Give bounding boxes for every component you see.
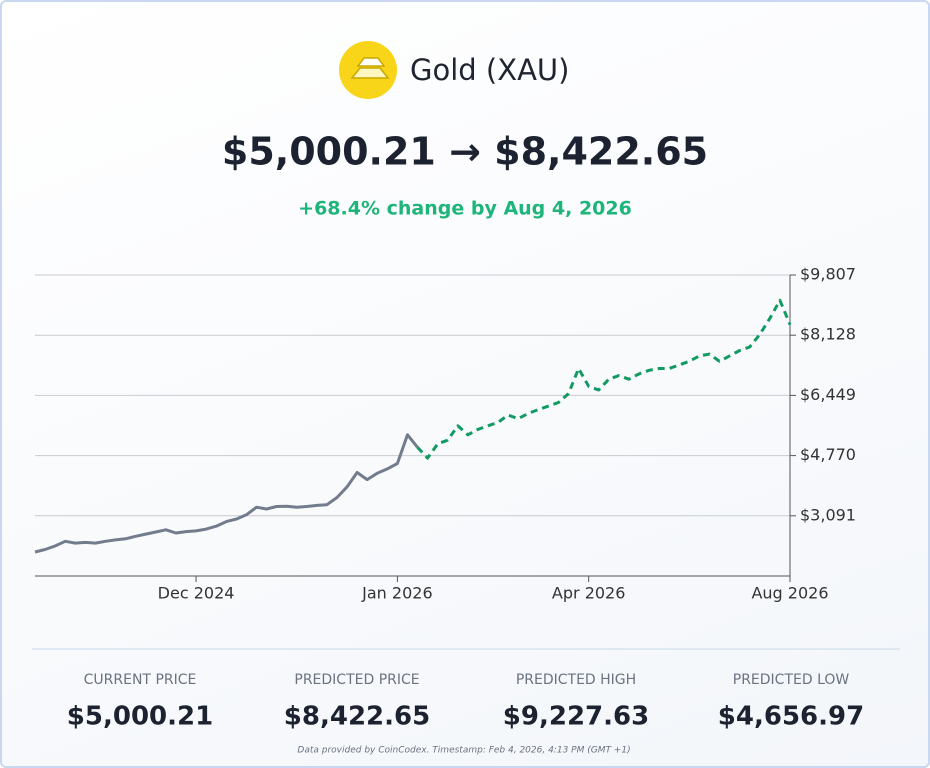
stat-label: PREDICTED PRICE [294, 672, 419, 688]
x-tick-label: Dec 2024 [158, 584, 235, 603]
title: Gold (XAU) [410, 53, 569, 87]
stat-value: $8,422.65 [284, 702, 430, 732]
gold-bar [356, 57, 386, 67]
gold-bar [350, 67, 390, 79]
y-tick-label: $4,770 [800, 445, 856, 464]
x-tick-label: Apr 2026 [552, 584, 625, 603]
y-tick-label: $6,449 [800, 385, 856, 404]
stat-value: $9,227.63 [503, 702, 649, 732]
stat-label: PREDICTED LOW [733, 672, 850, 688]
price-line [34, 433, 419, 554]
y-tick-label: $3,091 [800, 505, 856, 524]
x-tick-label: Jan 2026 [361, 584, 432, 603]
x-tick-label: Aug 2026 [751, 584, 828, 603]
y-tick-label: $8,128 [800, 325, 856, 344]
stat-label: CURRENT PRICE [84, 672, 197, 688]
stat-label: PREDICTED HIGH [516, 672, 636, 688]
change-note: +68.4% change by Aug 4, 2026 [298, 198, 632, 220]
stat-value: $4,656.97 [718, 702, 864, 732]
footer: Data provided by CoinCodex. Timestamp: F… [297, 746, 630, 756]
price-change: $5,000.21 → $8,422.65 [222, 130, 708, 174]
price-line [416, 298, 792, 460]
y-tick-label: $9,807 [800, 265, 856, 284]
stat-value: $5,000.21 [67, 702, 213, 732]
